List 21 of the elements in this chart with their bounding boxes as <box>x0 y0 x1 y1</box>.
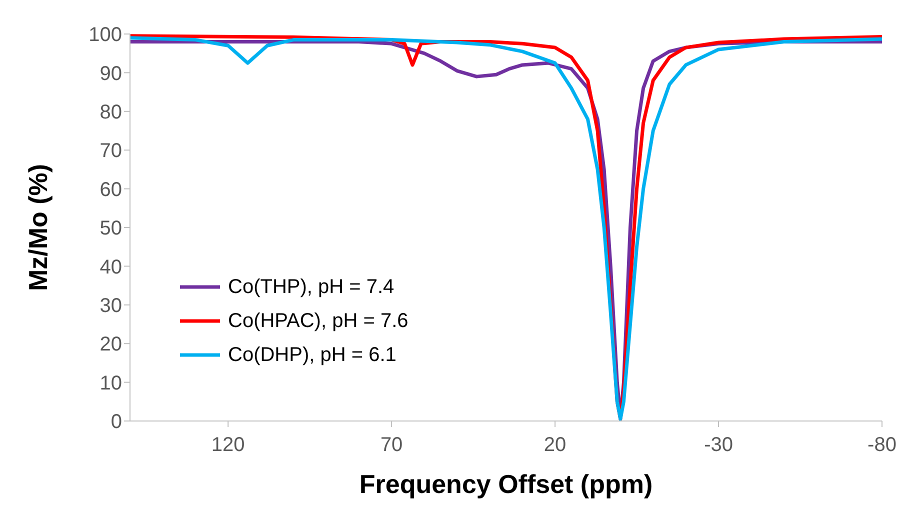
x-tick-label: -80 <box>868 434 896 456</box>
y-tick-label: 90 <box>100 62 122 85</box>
y-tick-label: 60 <box>100 178 122 201</box>
y-tick-label: 100 <box>88 24 122 46</box>
x-axis-title: Frequency Offset (ppm) <box>359 469 653 499</box>
y-tick-label: 70 <box>100 140 122 162</box>
y-tick-label: 50 <box>100 218 122 240</box>
legend-label: Co(THP), pH = 7.4 <box>228 275 394 300</box>
x-tick-label: 120 <box>211 434 245 456</box>
legend-label: Co(HPAC), pH = 7.6 <box>228 309 408 334</box>
y-tick-label: 80 <box>100 102 122 124</box>
y-tick-label: 30 <box>100 295 122 317</box>
x-tick-label: 70 <box>380 434 403 456</box>
y-tick-label: 0 <box>110 411 122 434</box>
legend-label: Co(DHP), pH = 6.1 <box>228 343 396 368</box>
x-tick-label: -30 <box>704 434 733 456</box>
y-tick-label: 40 <box>100 256 122 278</box>
y-tick-label: 10 <box>100 372 122 394</box>
y-axis-title: Mz/Mo (%) <box>23 164 54 292</box>
y-tick-label: 20 <box>100 334 122 356</box>
x-tick-label: 20 <box>544 434 566 456</box>
